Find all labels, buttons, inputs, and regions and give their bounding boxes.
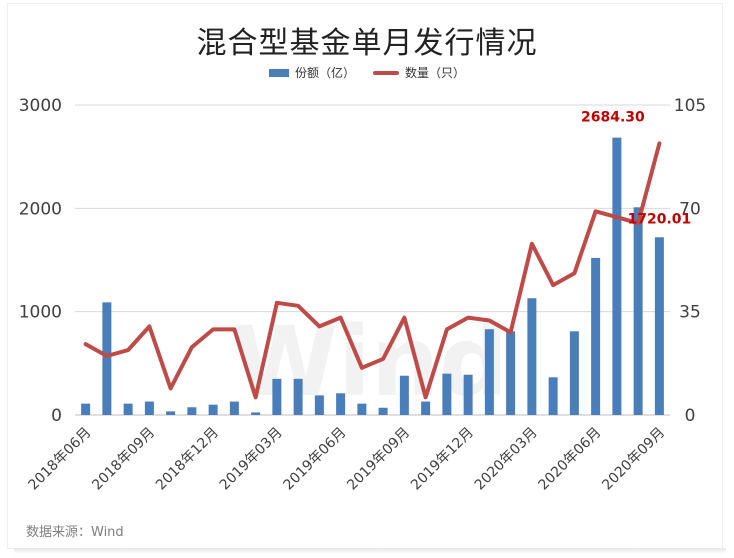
x-tick-label: 2019年03月 — [217, 425, 286, 494]
x-tick-label: 2018年09月 — [89, 425, 158, 494]
legend: 份额（亿） 数量（只） — [0, 64, 734, 81]
y-right-tick-label: 70 — [679, 199, 701, 219]
bar-2020年09月 — [654, 237, 664, 415]
bar-2019年01月 — [229, 401, 239, 415]
bar-2019年08月 — [378, 407, 388, 415]
x-tick-label: 2020年09月 — [599, 425, 668, 494]
bar-2020年07月 — [612, 137, 622, 416]
bar-2020年04月 — [548, 377, 558, 415]
bar-2018年09月 — [144, 401, 154, 415]
y-right-tick-label: 35 — [679, 303, 701, 323]
y-axis-right: 0 35 70 105 — [674, 96, 706, 426]
x-tick-label: 2020年06月 — [536, 425, 605, 494]
bar-2018年07月 — [102, 302, 112, 415]
bar-2019年11月 — [442, 373, 452, 415]
y-left-tick-label: 1000 — [19, 303, 62, 323]
bar-2020年03月 — [527, 298, 537, 415]
bar-2018年11月 — [187, 407, 197, 415]
data-label: 1720.01 — [627, 211, 691, 227]
bar-2019年06月 — [336, 393, 346, 415]
x-tick-label: 2018年12月 — [153, 425, 222, 494]
y-left-tick-label: 0 — [51, 406, 62, 426]
bar-2018年12月 — [208, 404, 218, 415]
bar-2019年10月 — [421, 401, 431, 415]
data-label: 2684.30 — [581, 110, 645, 126]
x-axis: 2018年06月2018年09月2018年12月2019年03月2019年06月… — [26, 425, 669, 494]
bar-2019年03月 — [272, 378, 282, 415]
bar-2019年12月 — [463, 374, 473, 415]
line-series — [83, 141, 662, 400]
x-tick-label: 2020年03月 — [472, 425, 541, 494]
bar-2018年06月 — [81, 403, 91, 415]
chart-frame — [8, 4, 722, 548]
legend-label-count: 数量（只） — [405, 66, 466, 80]
legend-item-count: 数量（只） — [373, 64, 465, 81]
legend-label-share: 份额（亿） — [294, 66, 355, 80]
y-right-tick-label: 105 — [674, 96, 706, 116]
bar-2019年04月 — [293, 378, 303, 415]
frame-shadow — [14, 548, 726, 554]
bar-2020年08月 — [633, 207, 643, 415]
bar-series — [81, 137, 664, 416]
bar-2020年02月 — [506, 331, 516, 415]
x-tick-label: 2019年06月 — [281, 425, 350, 494]
x-tick-label: 2019年09月 — [344, 425, 413, 494]
bar-2019年07月 — [357, 403, 367, 415]
bar-2019年05月 — [314, 395, 324, 415]
bar-2020年06月 — [591, 257, 601, 415]
count-line — [83, 141, 662, 400]
x-tick-label: 2018年06月 — [26, 425, 95, 494]
x-tick-label: 2019年12月 — [408, 425, 477, 494]
bar-2019年02月 — [251, 412, 261, 415]
legend-swatch-bar — [268, 68, 289, 77]
y-left-tick-label: 3000 — [19, 96, 62, 116]
bar-2018年08月 — [123, 403, 133, 415]
bar-2020年05月 — [569, 331, 579, 415]
legend-item-share: 份额（亿） — [268, 64, 355, 81]
bar-2019年09月 — [399, 375, 409, 415]
y-right-tick-label: 0 — [685, 406, 696, 426]
data-source: 数据来源：Wind — [26, 525, 124, 540]
y-axis-left: 0 1000 2000 3000 — [19, 96, 62, 426]
annotations: 2684.30 1720.01 — [581, 110, 691, 228]
y-left-tick-label: 2000 — [19, 199, 62, 219]
bar-2018年10月 — [166, 411, 176, 415]
legend-swatch-line — [373, 70, 399, 75]
bar-2020年01月 — [484, 329, 494, 415]
chart-title: 混合型基金单月发行情况 — [196, 26, 538, 61]
